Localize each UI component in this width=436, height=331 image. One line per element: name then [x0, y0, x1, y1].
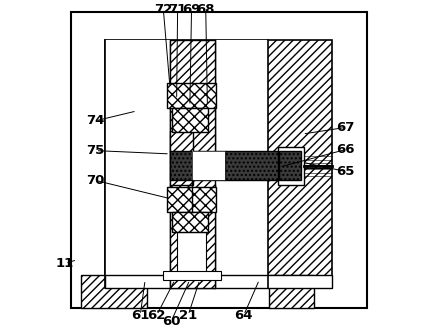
- Bar: [191, 151, 225, 180]
- Text: 67: 67: [336, 121, 354, 134]
- Text: 72: 72: [154, 3, 173, 17]
- Text: 64: 64: [235, 308, 253, 322]
- Bar: [106, 275, 332, 288]
- Text: 21: 21: [179, 308, 198, 322]
- Text: 60: 60: [162, 315, 180, 328]
- Text: 61: 61: [131, 308, 150, 322]
- Text: 68: 68: [197, 3, 215, 17]
- Text: 11: 11: [56, 257, 74, 270]
- Bar: [170, 40, 215, 288]
- Bar: [278, 147, 304, 185]
- Bar: [172, 212, 208, 232]
- Bar: [106, 40, 332, 288]
- Text: 71: 71: [168, 3, 187, 17]
- Bar: [167, 83, 216, 108]
- Bar: [71, 12, 367, 308]
- Bar: [269, 275, 314, 308]
- Bar: [191, 151, 225, 180]
- Bar: [279, 151, 301, 180]
- Bar: [167, 187, 216, 212]
- Text: 66: 66: [336, 143, 354, 156]
- Bar: [81, 275, 147, 308]
- Text: 65: 65: [336, 165, 354, 178]
- Bar: [170, 151, 225, 180]
- Bar: [225, 151, 278, 180]
- Text: 69: 69: [182, 3, 201, 17]
- Bar: [170, 131, 193, 185]
- Bar: [215, 40, 268, 288]
- Text: 70: 70: [86, 174, 105, 187]
- Bar: [177, 232, 206, 276]
- Text: 74: 74: [86, 114, 105, 127]
- Bar: [106, 40, 170, 288]
- Text: 62: 62: [147, 308, 166, 322]
- Bar: [164, 271, 221, 280]
- Bar: [172, 108, 208, 132]
- Text: 75: 75: [86, 144, 105, 157]
